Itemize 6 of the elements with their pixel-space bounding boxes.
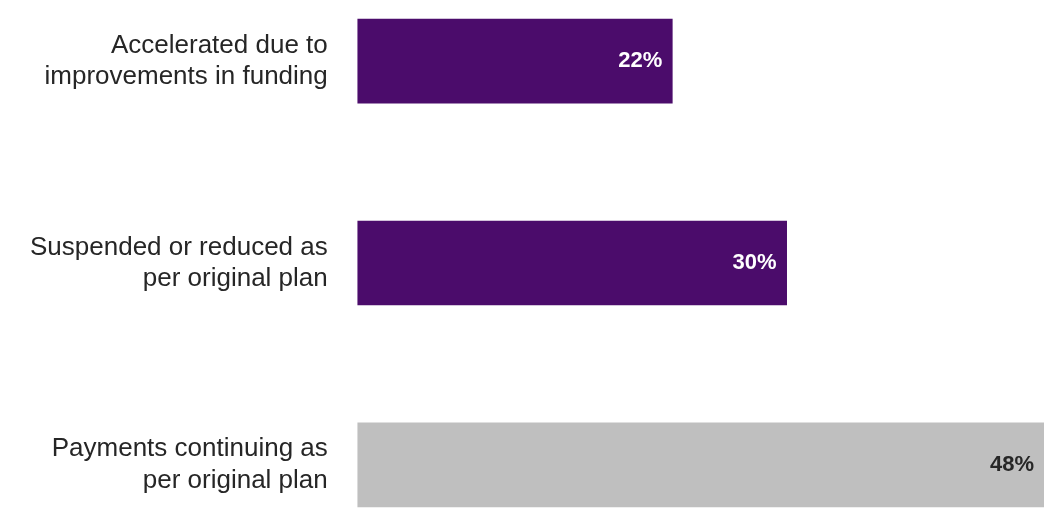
data-label: 30% [732, 249, 777, 275]
data-label: 48% [989, 450, 1034, 476]
y-tick-label: Suspended or reduced as per original plan [29, 230, 328, 292]
y-tick-label: Accelerated due to improvements in funding [44, 28, 328, 90]
y-tick-label: Payments continuing as per original plan [51, 432, 328, 494]
data-label: 22% [618, 47, 663, 73]
